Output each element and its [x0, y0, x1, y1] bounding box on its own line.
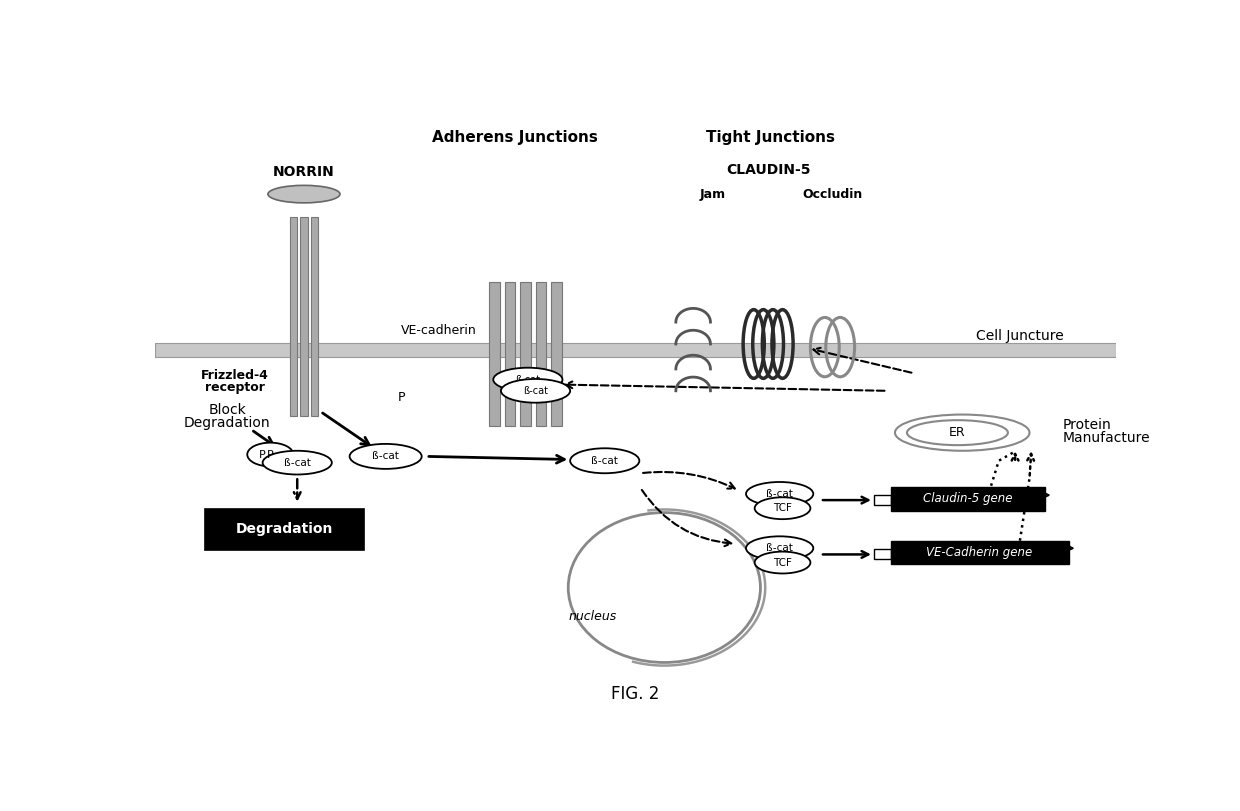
- Text: Manufacture: Manufacture: [1063, 431, 1149, 444]
- Ellipse shape: [494, 367, 563, 392]
- Text: NORRIN: NORRIN: [273, 165, 335, 179]
- Text: ß-cat: ß-cat: [591, 456, 619, 466]
- Text: Claudin-5 gene: Claudin-5 gene: [924, 492, 1013, 505]
- Bar: [874, 495, 892, 505]
- Text: ER: ER: [949, 426, 966, 440]
- Bar: [521, 282, 531, 426]
- Text: nucleus: nucleus: [568, 611, 616, 624]
- Text: VE-Cadherin gene: VE-Cadherin gene: [926, 546, 1033, 559]
- Text: P: P: [267, 449, 274, 460]
- Ellipse shape: [268, 186, 340, 203]
- Bar: [551, 282, 562, 426]
- Ellipse shape: [755, 497, 811, 519]
- Text: ß-cat: ß-cat: [372, 452, 399, 461]
- Ellipse shape: [895, 414, 1029, 451]
- Bar: [289, 217, 298, 416]
- FancyBboxPatch shape: [206, 509, 365, 550]
- Text: ß-cat: ß-cat: [516, 375, 541, 384]
- Ellipse shape: [755, 551, 811, 573]
- Bar: [874, 549, 892, 560]
- Bar: [536, 282, 546, 426]
- Ellipse shape: [263, 451, 332, 474]
- Text: Frizzled-4: Frizzled-4: [201, 369, 269, 382]
- Bar: [300, 217, 308, 416]
- Bar: [505, 282, 516, 426]
- Ellipse shape: [247, 443, 294, 466]
- Text: Adherens Junctions: Adherens Junctions: [433, 131, 599, 145]
- Text: ß-cat: ß-cat: [766, 489, 794, 499]
- Text: receptor: receptor: [205, 381, 264, 394]
- Text: Cell Juncture: Cell Juncture: [976, 329, 1064, 344]
- Text: ß-cat: ß-cat: [523, 386, 548, 396]
- Text: FIG. 2: FIG. 2: [611, 684, 660, 702]
- Text: Jam: Jam: [699, 187, 725, 200]
- Text: Degradation: Degradation: [184, 416, 270, 431]
- Text: Block: Block: [208, 402, 246, 417]
- Text: Protein: Protein: [1063, 418, 1111, 432]
- Text: P: P: [398, 391, 405, 404]
- Bar: [155, 343, 1116, 357]
- Ellipse shape: [746, 482, 813, 506]
- Bar: [490, 282, 500, 426]
- Text: ß-cat: ß-cat: [284, 457, 311, 468]
- Ellipse shape: [350, 444, 422, 469]
- Text: Occludin: Occludin: [802, 187, 863, 200]
- Ellipse shape: [570, 448, 640, 474]
- Text: CLAUDIN-5: CLAUDIN-5: [725, 163, 811, 178]
- Ellipse shape: [501, 379, 570, 403]
- Ellipse shape: [568, 513, 760, 663]
- Text: TCF: TCF: [773, 503, 792, 513]
- Ellipse shape: [746, 536, 813, 560]
- Bar: [892, 487, 1045, 511]
- Text: P: P: [259, 449, 267, 460]
- Bar: [892, 541, 1069, 564]
- Text: Tight Junctions: Tight Junctions: [706, 131, 835, 145]
- Text: ß-cat: ß-cat: [766, 543, 794, 553]
- Text: TCF: TCF: [773, 557, 792, 568]
- Text: Degradation: Degradation: [236, 522, 334, 536]
- Bar: [311, 217, 319, 416]
- Ellipse shape: [906, 420, 1008, 445]
- Text: VE-cadherin: VE-cadherin: [401, 324, 476, 337]
